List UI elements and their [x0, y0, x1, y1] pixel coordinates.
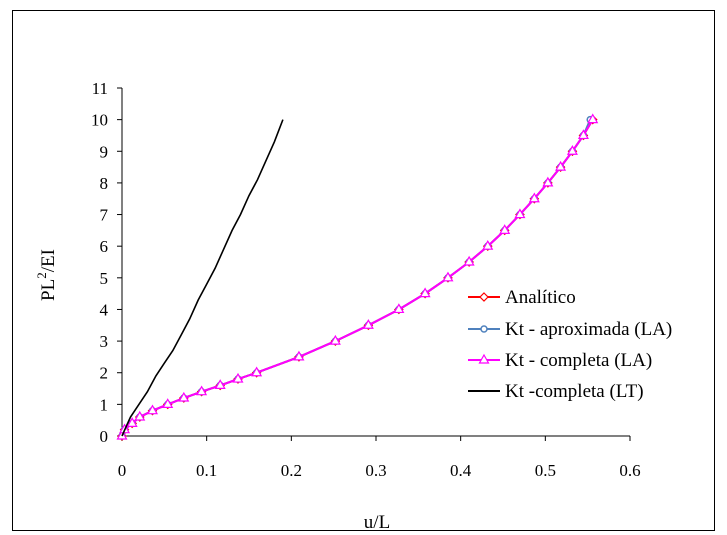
- data-point: [329, 334, 341, 345]
- data-point: [232, 372, 244, 383]
- x-tick-label: 0.2: [281, 461, 302, 480]
- x-tick-label: 0.3: [365, 461, 386, 480]
- data-point: [251, 366, 263, 377]
- legend-marker: [480, 325, 488, 333]
- x-tick-label: 0.4: [450, 461, 472, 480]
- y-axis-title-sup: 2: [34, 272, 49, 279]
- legend-marker: [478, 353, 490, 364]
- data-point: [499, 224, 511, 234]
- y-tick-label: 11: [92, 79, 108, 98]
- data-point: [214, 379, 226, 389]
- y-tick-label: 5: [100, 269, 109, 288]
- series-line: [121, 119, 284, 437]
- data-point: [542, 176, 554, 187]
- data-point: [178, 391, 190, 402]
- data-point: [463, 255, 475, 266]
- x-tick-label: 0: [118, 461, 127, 480]
- data-point: [419, 287, 431, 298]
- data-point: [442, 271, 454, 282]
- y-tick-label: 4: [100, 300, 109, 319]
- x-tick-label: 0.6: [619, 461, 640, 480]
- y-tick-label: 8: [100, 174, 109, 193]
- data-point: [555, 160, 567, 171]
- series-4: [121, 119, 284, 437]
- y-tick-label: 3: [100, 332, 109, 351]
- series-3: [116, 113, 599, 440]
- data-point: [482, 239, 494, 250]
- data-point: [146, 404, 159, 415]
- data-point: [528, 192, 540, 203]
- y-tick-label: 10: [91, 111, 108, 130]
- legend-label: Kt - aproximada (LA): [505, 319, 672, 340]
- chart-frame: [12, 10, 715, 531]
- x-axis-title: u/L: [364, 512, 390, 533]
- y-tick-label: 6: [100, 237, 109, 256]
- series-layer: [116, 113, 599, 441]
- y-axis-title: PL2/EI: [34, 249, 59, 301]
- x-tick-label: 0.1: [196, 461, 217, 480]
- y-tick-label: 1: [100, 395, 109, 414]
- y-tick-label: 9: [100, 142, 109, 161]
- y-ticks: 0 1 2 3 4 5 6 7 8 9 10 11: [91, 79, 122, 446]
- x-tick-label: 0.5: [535, 461, 556, 480]
- y-tick-label: 7: [100, 206, 109, 225]
- y-axis-title-tail: /EI: [38, 249, 59, 272]
- data-point: [393, 303, 405, 314]
- data-point: [126, 417, 138, 427]
- y-tick-label: 2: [100, 364, 109, 383]
- data-point: [577, 129, 589, 140]
- data-point: [162, 398, 174, 408]
- data-point: [587, 113, 599, 124]
- y-tick-label: 0: [100, 427, 109, 446]
- y-axis-title-main: PL: [38, 279, 59, 301]
- x-ticks: 0 0.1 0.2 0.3 0.4 0.5 0.6: [118, 436, 641, 480]
- data-point: [566, 145, 578, 155]
- legend-label: Kt - completa (LA): [505, 350, 652, 371]
- data-point: [362, 319, 374, 329]
- data-point: [134, 410, 146, 421]
- data-point: [196, 385, 208, 396]
- data-point: [293, 350, 305, 361]
- legend-marker: [479, 292, 489, 302]
- legend-label: Analítico: [505, 287, 576, 308]
- legend-label: Kt -completa (LT): [505, 381, 644, 402]
- data-point: [514, 208, 526, 219]
- legend: Analítico Kt - aproximada (LA) Kt - comple…: [468, 287, 672, 402]
